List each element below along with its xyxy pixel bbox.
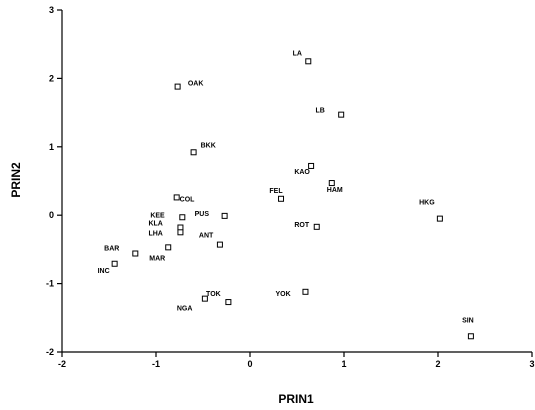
- y-tick-label: 0: [49, 210, 54, 220]
- point-marker: [338, 111, 345, 118]
- y-tick-label: 1: [49, 142, 54, 152]
- data-point-bkk: BKK: [190, 142, 216, 156]
- point-label: HAM: [327, 187, 343, 194]
- point-marker: [173, 194, 180, 201]
- y-tick-label: -1: [46, 279, 54, 289]
- data-point-kao: KAO: [294, 162, 315, 176]
- point-label: COL: [180, 196, 196, 203]
- point-label: LB: [316, 108, 325, 115]
- point-marker: [132, 250, 139, 257]
- point-label: TOK: [206, 291, 221, 298]
- point-marker: [328, 180, 335, 187]
- point-marker: [305, 58, 312, 65]
- point-label: FEL: [269, 188, 283, 195]
- x-tick-label: -2: [58, 359, 66, 369]
- data-point-col: COL: [173, 194, 196, 203]
- data-point-rot: ROT: [294, 222, 320, 230]
- point-label: PUS: [195, 211, 210, 218]
- point-marker: [174, 83, 181, 90]
- data-point-hkg: HKG: [419, 200, 443, 222]
- data-point-bar: BAR: [104, 246, 139, 257]
- point-label: ANT: [199, 233, 214, 240]
- point-marker: [216, 241, 223, 248]
- point-label: INC: [98, 268, 110, 275]
- point-label: HKG: [419, 200, 435, 207]
- data-point-nga: NGA: [177, 295, 208, 313]
- y-tick-label: -2: [46, 347, 54, 357]
- point-label: NGA: [177, 306, 193, 313]
- point-label: KAO: [294, 169, 310, 176]
- point-label: SIN: [462, 317, 474, 324]
- point-marker: [308, 162, 315, 169]
- point-marker: [313, 223, 320, 230]
- point-marker: [221, 212, 228, 219]
- x-tick-label: 0: [247, 359, 252, 369]
- x-tick-label: 1: [341, 359, 346, 369]
- data-point-kla: KLA: [148, 221, 184, 231]
- point-marker: [190, 149, 197, 156]
- point-label: OAK: [188, 81, 204, 88]
- point-label: MAR: [149, 255, 165, 262]
- point-marker: [177, 229, 184, 236]
- point-marker: [201, 295, 208, 302]
- point-marker: [436, 215, 443, 222]
- point-label: ROT: [294, 222, 310, 229]
- x-tick-label: 3: [529, 359, 534, 369]
- point-marker: [225, 299, 232, 306]
- point-marker: [179, 214, 186, 221]
- point-label: BKK: [201, 142, 216, 149]
- y-tick-label: 2: [49, 73, 54, 83]
- data-point-mar: MAR: [149, 244, 172, 262]
- x-tick-label: -1: [152, 359, 160, 369]
- data-point-ham: HAM: [327, 180, 343, 194]
- x-axis-title: PRIN1: [278, 392, 314, 406]
- points-layer: LA OAK LB BKK KAO HAM FEL COL HKG PUS KEE KLA LHA ROT…: [98, 50, 474, 340]
- y-tick-label: 3: [49, 5, 54, 15]
- point-marker: [278, 195, 285, 202]
- point-marker: [302, 288, 309, 295]
- point-marker: [177, 224, 184, 231]
- data-point-ant: ANT: [199, 233, 223, 248]
- point-label: KLA: [148, 221, 162, 228]
- point-marker: [165, 244, 172, 251]
- data-point-kee: KEE: [150, 212, 186, 221]
- y-axis-title: PRIN2: [9, 162, 23, 198]
- point-label: KEE: [150, 212, 165, 219]
- point-marker: [467, 333, 474, 340]
- data-point-fel: FEL: [269, 188, 285, 202]
- data-point-yok: YOK: [275, 288, 309, 298]
- point-label: BAR: [104, 246, 119, 253]
- data-point-sin: SIN: [462, 317, 474, 340]
- point-label: LHA: [148, 230, 162, 237]
- ticks-layer: -2 -1 0 1 2 3 3 2 1 0 -1 -2: [46, 5, 535, 369]
- data-point-pus: PUS: [195, 211, 228, 219]
- data-point-la: LA: [293, 50, 312, 65]
- data-point-lb: LB: [316, 108, 345, 118]
- data-point-tok: TOK: [206, 291, 232, 306]
- data-point-oak: OAK: [174, 81, 204, 90]
- point-marker: [111, 260, 118, 267]
- data-point-inc: INC: [98, 260, 118, 275]
- data-point-lha: LHA: [148, 229, 184, 237]
- point-label: LA: [293, 50, 302, 57]
- x-tick-label: 2: [435, 359, 440, 369]
- point-label: YOK: [275, 291, 290, 298]
